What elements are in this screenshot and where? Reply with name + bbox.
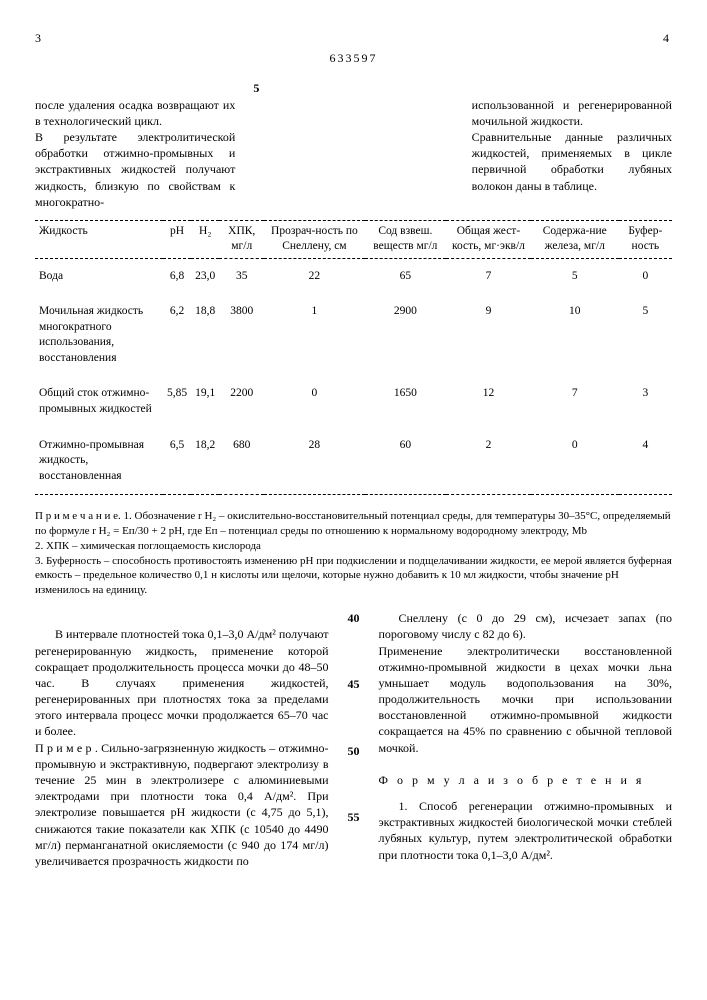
document-number: 633597 [35, 50, 672, 66]
page-num-right: 4 [663, 30, 672, 46]
col-hpk: ХПК, мг/л [219, 220, 264, 258]
page-number-row: 3 4 [35, 30, 672, 46]
col-h2: Н₂ [191, 220, 219, 258]
line-marker-40: 40 [347, 610, 361, 626]
col-liquid: Жидкость [35, 220, 163, 258]
col-clarity: Прозрач-ность по Снеллену, см [264, 220, 364, 258]
table-row: Отжимно-промывная жидкость, восстановлен… [35, 428, 672, 495]
bottom-right-column: Снеллену (с 0 до 29 см), исчезает запах … [379, 610, 673, 885]
line-marker-5: 5 [253, 80, 453, 210]
comparison-table: Жидкость рН Н₂ ХПК, мг/л Прозрач-ность п… [35, 220, 672, 495]
table-row: Общий сток отжимно-промывных жидкостей 5… [35, 376, 672, 427]
page-num-left: 3 [35, 30, 44, 46]
line-marker-55: 55 [347, 809, 361, 825]
col-buffer: Буфер-ность [619, 220, 672, 258]
col-suspended: Сод взвеш. веществ мг/л [365, 220, 447, 258]
top-right-column: использованной и регенерированной мочиль… [472, 80, 672, 210]
line-marker-50: 50 [347, 743, 361, 759]
table-notes: П р и м е ч а н и е. 1. Обозначение r H₂… [35, 509, 672, 598]
bottom-left-column: В интервале плотностей тока 0,1–3,0 А/дм… [35, 610, 329, 885]
col-hardness: Общая жест-кость, мг·экв/л [446, 220, 531, 258]
top-columns: после удаления осадка возвращают их в те… [35, 80, 672, 210]
line-marker-45: 45 [347, 676, 361, 692]
col-ph: рН [163, 220, 191, 258]
claim-1: 1. Способ регенерации отжимно-промывных … [379, 798, 673, 863]
formula-title: Ф о р м у л а и з о б р е т е н и я [379, 772, 673, 788]
bottom-columns: В интервале плотностей тока 0,1–3,0 А/дм… [35, 610, 672, 885]
table-header-row: Жидкость рН Н₂ ХПК, мг/л Прозрач-ность п… [35, 220, 672, 258]
table-row: Мочильная жидкость многократного использ… [35, 294, 672, 376]
col-iron: Содержа-ние железа, мг/л [531, 220, 619, 258]
top-left-column: после удаления осадка возвращают их в те… [35, 80, 235, 210]
line-markers-column: 40 45 50 55 [347, 610, 361, 885]
table-row: Вода 6,8 23,0 35 22 65 7 5 0 [35, 258, 672, 294]
